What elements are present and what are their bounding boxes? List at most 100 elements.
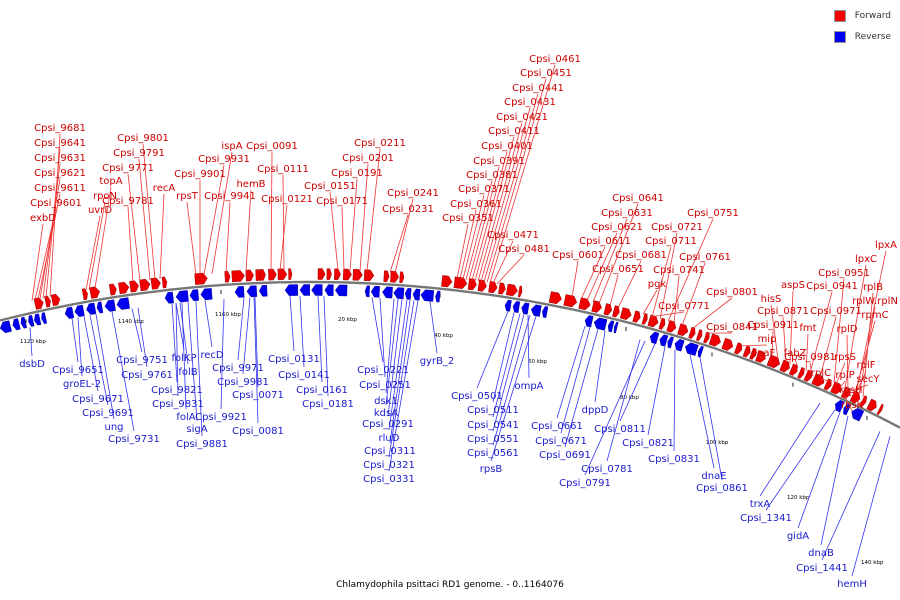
forward-leader-line <box>389 214 409 273</box>
forward-leader-line <box>279 204 288 271</box>
forward-leader-line <box>651 246 672 318</box>
gene-arrow <box>268 268 277 281</box>
forward-gene-label: Cpsi_0431 <box>504 97 556 108</box>
forward-leader-line <box>85 215 101 291</box>
gene-arrow <box>766 354 780 369</box>
reverse-gene-label: Cpsi_9921 <box>195 412 247 423</box>
gene-arrow <box>859 395 868 407</box>
forward-leader-line <box>794 358 799 368</box>
forward-leader-line <box>270 151 273 271</box>
forward-leader-line <box>844 264 867 389</box>
gene-arrow <box>116 297 130 310</box>
gene-arrow <box>749 347 757 360</box>
reverse-leader-line <box>560 327 591 434</box>
forward-gene-label: Cpsi_0601 <box>552 250 604 261</box>
forward-gene-label: Cpsi_9681 <box>34 123 86 134</box>
genome-backbone <box>0 280 900 429</box>
forward-leader-line <box>349 178 358 271</box>
forward-leader-line <box>667 218 714 322</box>
forward-gene-label: mip <box>758 334 777 345</box>
forward-leader-line <box>486 78 547 283</box>
gene-arrow <box>578 297 591 311</box>
forward-leader-line <box>127 173 141 282</box>
reverse-leader-line <box>89 315 109 406</box>
reverse-leader-line <box>195 301 203 437</box>
forward-gene-label: rpmC <box>861 310 888 321</box>
gene-arrow <box>335 284 348 297</box>
reverse-leader-line <box>175 303 185 351</box>
gene-arrow <box>370 285 380 298</box>
forward-leader-line <box>586 232 618 301</box>
forward-gene-label: lpxC <box>855 254 877 265</box>
reverse-gene-label: dsk1 <box>374 396 398 407</box>
forward-leader-line <box>282 174 285 271</box>
reverse-leader-line <box>95 314 115 420</box>
tick-label: 1140 kbp <box>118 319 144 325</box>
reverse-leader-line <box>379 297 386 378</box>
reverse-gene-label: rpsB <box>480 464 503 475</box>
gene-arrow <box>382 286 393 299</box>
forward-gene-label: Cpsi_0401 <box>481 141 533 152</box>
gene-arrow <box>593 317 608 331</box>
forward-gene-label: hemB <box>236 179 265 190</box>
forward-leader-line <box>580 246 606 300</box>
tick-label: 1160 kbp <box>215 312 241 318</box>
reverse-gene-label: kdsA <box>374 408 398 419</box>
forward-leader-line <box>225 201 231 273</box>
gene-arrow <box>505 283 518 297</box>
reverse-leader-line <box>606 339 641 462</box>
gene-arrow <box>164 291 174 304</box>
gene-arrow <box>108 283 117 296</box>
reverse-gene-label: Cpsi_0141 <box>278 370 330 381</box>
reverse-leader-line <box>429 301 438 354</box>
forward-gene-label: Cpsi_0841 <box>706 322 758 333</box>
reverse-gene-label: Cpsi_0071 <box>232 390 284 401</box>
forward-leader-line <box>598 203 639 304</box>
gene-arrow <box>697 345 704 358</box>
gene-arrow <box>259 269 266 281</box>
forward-gene-label: Cpsi_0771 <box>658 301 710 312</box>
gene-arrow <box>607 320 615 333</box>
forward-gene-label: Cpsi_9641 <box>34 138 86 149</box>
tick-label: 20 kbp <box>338 317 357 323</box>
tick-label: 40 kbp <box>434 333 453 339</box>
reverse-leader-line <box>179 302 189 365</box>
forward-gene-label: Cpsi_9781 <box>102 196 154 207</box>
gene-arrow <box>517 285 523 298</box>
reverse-leader-line <box>317 296 323 383</box>
gene-arrow <box>734 342 743 355</box>
gene-arrow <box>803 369 812 382</box>
reverse-gene-label: Cpsi_0561 <box>467 448 519 459</box>
reverse-leader-line <box>204 300 213 348</box>
reverse-gene-label: Cpsi_0861 <box>696 483 748 494</box>
reverse-gene-label: dnaE <box>701 471 726 482</box>
gene-arrow <box>721 337 734 351</box>
gene-arrow <box>641 313 648 325</box>
forward-leader-line <box>673 275 680 324</box>
tick-label: 1120 kbp <box>20 339 46 345</box>
forward-gene-label: Cpsi_9901 <box>174 169 226 180</box>
forward-leader-line <box>609 274 619 307</box>
reverse-gene-label: Cpsi_0781 <box>581 464 633 475</box>
forward-leader-line <box>782 316 787 363</box>
forward-gene-label: Cpsi_9611 <box>34 183 86 194</box>
forward-gene-label: Cpsi_0741 <box>653 265 705 276</box>
reverse-gene-label: folB <box>178 367 197 378</box>
forward-leader-line <box>854 320 876 394</box>
reverse-leader-line <box>181 302 187 410</box>
gene-arrow <box>41 312 48 324</box>
reverse-gene-label: Cpsi_0221 <box>357 365 409 376</box>
reverse-gene-label: rluD <box>379 433 400 444</box>
forward-leader-line <box>211 151 233 274</box>
forward-gene-label: Cpsi_0191 <box>331 168 383 179</box>
reverse-leader-line <box>187 301 198 422</box>
gene-arrow <box>28 315 35 327</box>
reverse-leader-line <box>111 311 135 432</box>
forward-gene-label: Cpsi_9791 <box>113 148 165 159</box>
forward-gene-label: hisS <box>761 294 782 305</box>
reverse-leader-line <box>388 299 408 431</box>
forward-gene-label: rpsH <box>839 385 862 396</box>
gene-arrow <box>797 367 805 379</box>
reverse-leader-line <box>385 298 395 394</box>
reverse-leader-line <box>131 308 143 353</box>
